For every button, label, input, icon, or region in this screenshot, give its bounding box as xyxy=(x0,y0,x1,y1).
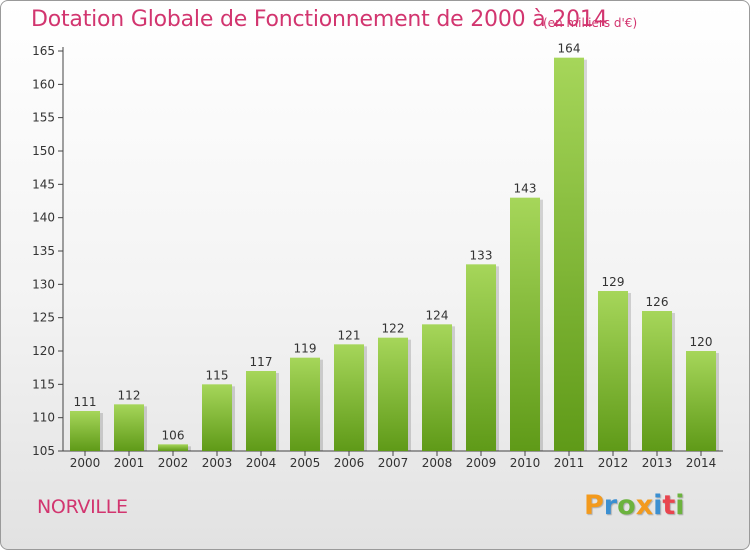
logo-letter: i xyxy=(653,490,663,521)
y-tick-label: 135 xyxy=(32,244,55,258)
y-tick-label: 130 xyxy=(32,277,55,291)
y-tick-label: 145 xyxy=(32,177,55,191)
x-tick-label: 2013 xyxy=(642,456,673,470)
bar xyxy=(554,57,584,452)
y-tick-label: 110 xyxy=(32,411,55,425)
bar xyxy=(598,291,628,451)
bar xyxy=(378,337,408,451)
y-tick-label: 140 xyxy=(32,211,55,225)
commune-name: NORVILLE xyxy=(37,496,128,518)
bar xyxy=(158,444,188,451)
bar-value-label: 121 xyxy=(338,328,361,342)
bar-value-label: 111 xyxy=(74,395,97,409)
bar xyxy=(114,404,144,451)
x-tick-label: 2003 xyxy=(202,456,233,470)
x-tick-label: 2010 xyxy=(510,456,541,470)
bar xyxy=(510,197,540,451)
y-tick-label: 150 xyxy=(32,144,55,158)
x-tick-label: 2006 xyxy=(334,456,365,470)
y-tick-label: 125 xyxy=(32,311,55,325)
bar-value-label: 120 xyxy=(690,335,713,349)
bar-value-label: 119 xyxy=(294,342,317,356)
y-tick-label: 115 xyxy=(32,377,55,391)
logo-letter: P xyxy=(584,490,604,521)
x-tick-label: 2014 xyxy=(686,456,717,470)
x-tick-label: 2000 xyxy=(70,456,101,470)
y-tick-label: 105 xyxy=(32,444,55,458)
bar-value-label: 115 xyxy=(206,368,229,382)
chart-subtitle: (en milliers d'€) xyxy=(543,16,638,30)
bar xyxy=(202,384,232,451)
bar-value-label: 126 xyxy=(646,295,669,309)
logo-letter: r xyxy=(603,490,618,521)
x-tick-label: 2009 xyxy=(466,456,497,470)
bar-value-label: 106 xyxy=(162,428,185,442)
y-tick-label: 165 xyxy=(32,44,55,58)
x-tick-label: 2012 xyxy=(598,456,629,470)
x-tick-label: 2007 xyxy=(378,456,409,470)
bar-value-label: 164 xyxy=(558,42,581,56)
logo-letter: x xyxy=(635,490,654,521)
bar-value-label: 124 xyxy=(426,308,449,322)
bar-value-label: 133 xyxy=(470,248,493,262)
bar-value-label: 112 xyxy=(118,388,141,402)
x-tick-label: 2005 xyxy=(290,456,321,470)
bar xyxy=(466,264,496,451)
bar xyxy=(246,371,276,451)
x-tick-label: 2001 xyxy=(114,456,145,470)
bar xyxy=(70,411,100,451)
bar xyxy=(290,357,320,451)
logo-letter: o xyxy=(617,490,636,521)
bar xyxy=(422,324,452,451)
chart-title: Dotation Globale de Fonctionnement de 20… xyxy=(31,7,608,32)
y-tick-label: 155 xyxy=(32,111,55,125)
bar-value-label: 129 xyxy=(602,275,625,289)
x-tick-label: 2011 xyxy=(554,456,585,470)
bar xyxy=(334,344,364,451)
bar-value-label: 143 xyxy=(514,182,537,196)
logo-letter: t xyxy=(662,490,676,521)
proxiti-logo: Proxiti xyxy=(584,490,685,521)
y-tick-label: 120 xyxy=(32,344,55,358)
bar xyxy=(686,351,716,451)
logo-letter: i xyxy=(675,490,685,521)
bar xyxy=(642,311,672,451)
x-tick-label: 2008 xyxy=(422,456,453,470)
bar-value-label: 117 xyxy=(250,355,273,369)
x-tick-label: 2004 xyxy=(246,456,277,470)
x-tick-label: 2002 xyxy=(158,456,189,470)
bar-value-label: 122 xyxy=(382,322,405,336)
y-tick-label: 160 xyxy=(32,77,55,91)
